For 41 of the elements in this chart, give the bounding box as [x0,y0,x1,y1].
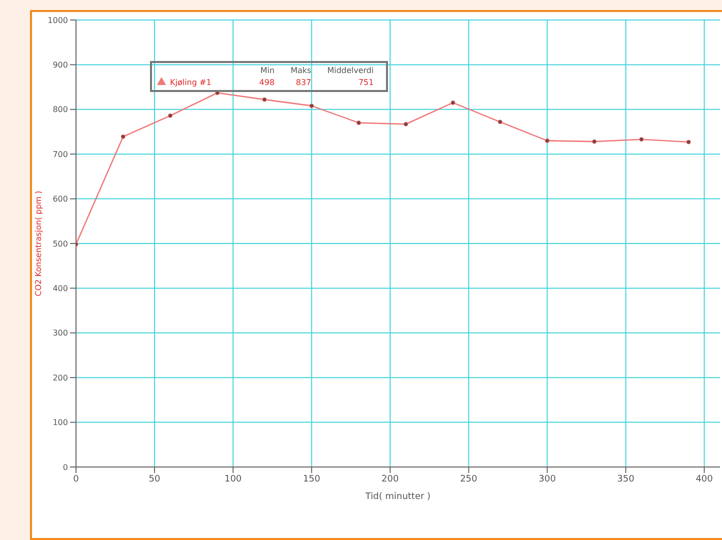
x-tick-label: 0 [73,474,80,484]
x-tick-label: 100 [224,474,242,484]
x-axis-title: Tid( minutter ) [364,492,431,502]
annotation: Maks [290,65,312,76]
point [356,120,361,126]
legend-label: Kjøling #1 [170,78,212,87]
x-tick-label: 200 [382,474,400,484]
point [404,122,408,126]
y-tick-label: 300 [52,328,68,338]
point [450,100,456,105]
point [309,104,314,108]
annotation: Min [259,65,276,76]
x-tick-label: 250 [460,474,478,484]
y-tick-label: 600 [52,194,68,204]
point [686,140,691,144]
x-tick-label: 350 [617,474,635,484]
annotation: Middelverdi [326,65,375,76]
y-tick-label: 900 [52,60,68,70]
point [592,139,597,144]
point [120,134,126,139]
point [262,97,267,102]
x-tick-label: 50 [148,474,161,484]
point [168,113,172,118]
y-tick-label: 1000 [48,16,68,25]
y-axis-title: CO2 Konsentrasjon( ppm ) [34,190,43,296]
annotation: 498 [258,76,276,88]
x-tick-label: 150 [303,474,320,484]
x-tick-label: 400 [696,474,714,484]
y-tick-label: 0 [62,462,68,472]
annotation: 837 [294,76,312,88]
point [498,120,502,124]
point [544,138,550,143]
y-tick-label: 200 [52,373,68,382]
x-tick-label: 300 [538,474,556,484]
y-tick-label: 400 [52,284,68,294]
y-tick-label: 500 [52,239,68,248]
y-tick-label: 700 [52,150,68,159]
y-tick-label: 800 [52,105,68,114]
y-tick-label: 100 [52,418,68,428]
annotation: 751 [357,76,375,88]
point [639,137,644,142]
